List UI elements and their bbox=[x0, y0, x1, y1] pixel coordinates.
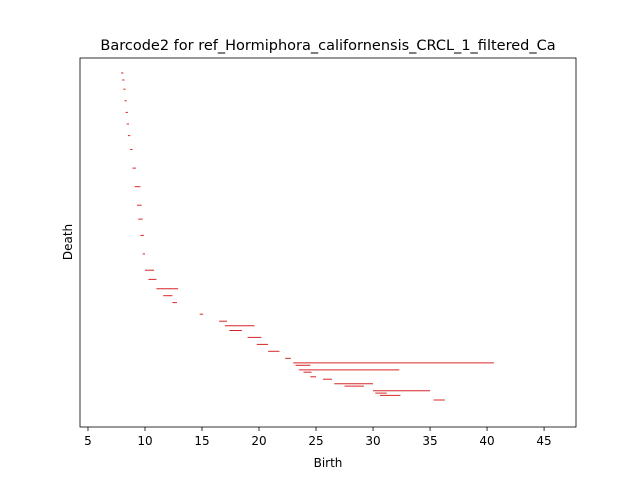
x-axis-ticks: 5 10 15 20 25 30 35 40 45 bbox=[84, 427, 552, 448]
x-tick-label: 35 bbox=[422, 434, 437, 448]
chart-title: Barcode2 for ref_Hormiphora_californensi… bbox=[100, 38, 555, 54]
y-axis-label: Death bbox=[61, 224, 75, 260]
x-tick-label: 20 bbox=[251, 434, 266, 448]
x-tick-label: 5 bbox=[84, 434, 92, 448]
bars-layer bbox=[121, 72, 494, 401]
x-tick-label: 30 bbox=[365, 434, 380, 448]
plot-frame bbox=[79, 57, 577, 428]
x-tick-label: 45 bbox=[536, 434, 551, 448]
x-tick-label: 10 bbox=[137, 434, 152, 448]
x-tick-label: 40 bbox=[479, 434, 494, 448]
x-tick-label: 25 bbox=[308, 434, 323, 448]
x-tick-label: 15 bbox=[194, 434, 209, 448]
x-axis-label: Birth bbox=[314, 456, 343, 470]
